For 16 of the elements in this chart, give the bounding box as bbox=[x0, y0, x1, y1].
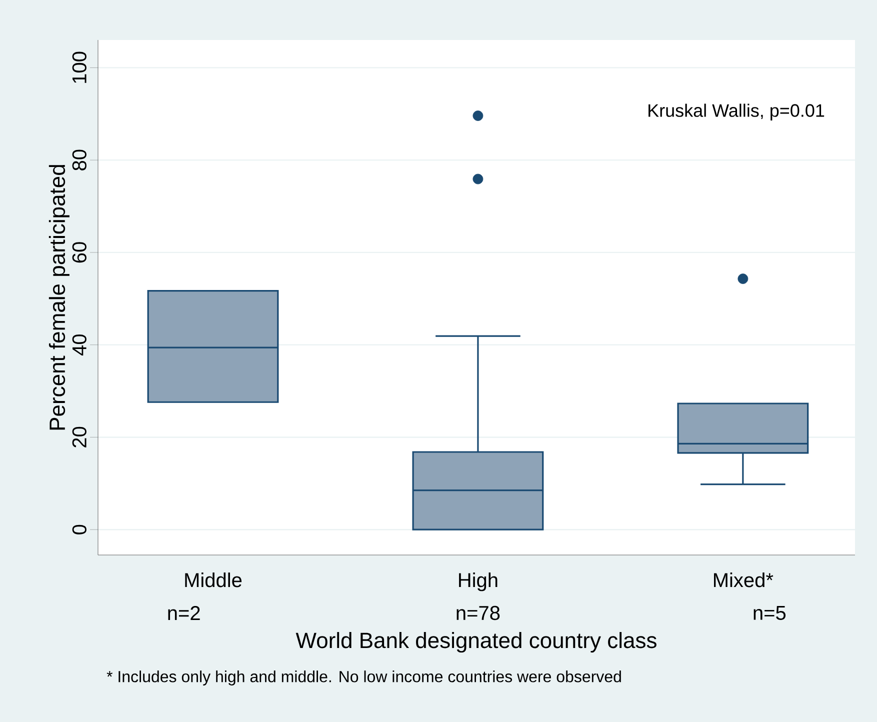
x-tick-label: Mixed* bbox=[714, 572, 774, 588]
x-tick-label: Middle bbox=[185, 572, 242, 588]
text: * Includes only high and middle. No low income countries were observed bbox=[106, 670, 621, 686]
text: n=2 bbox=[168, 606, 200, 620]
annotation: Kruskal Wallis, p=0.01 bbox=[648, 104, 824, 120]
y-axis-title: Percent female participated bbox=[48, 165, 70, 430]
x-axis-title: World Bank designated country class bbox=[296, 632, 656, 653]
y-tick-label: 40 bbox=[72, 334, 86, 356]
y-tick-label: 80 bbox=[72, 150, 86, 170]
y-tick-label: 60 bbox=[72, 242, 86, 263]
y-tick-label: 0 bbox=[72, 524, 86, 534]
text: n=5 bbox=[754, 606, 786, 620]
x-tick-label: High bbox=[459, 572, 498, 592]
y-tick-label: 100 bbox=[72, 52, 86, 83]
text: n=78 bbox=[456, 606, 500, 620]
y-tick-label: 20 bbox=[72, 426, 86, 448]
